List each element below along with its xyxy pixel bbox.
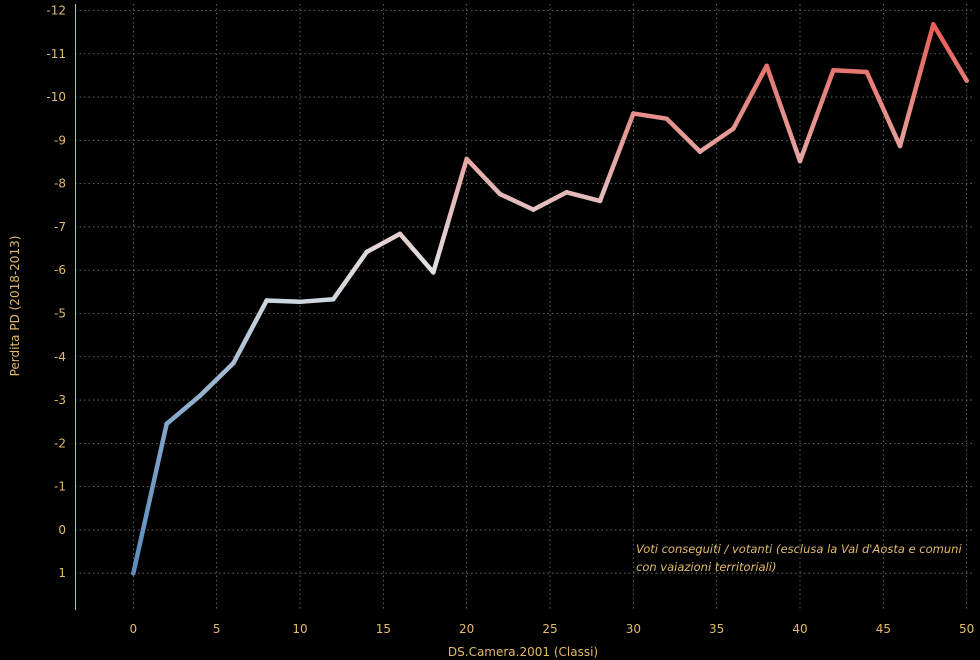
- line-segment: [331, 249, 369, 302]
- y-tick-label: 0: [58, 523, 66, 537]
- line-segment: [864, 69, 903, 149]
- line-segment: [297, 296, 336, 305]
- series-layer: [131, 22, 969, 576]
- line-segment: [664, 116, 703, 154]
- line-segment: [264, 298, 303, 305]
- data-point: [831, 67, 836, 73]
- y-tick-label: -8: [54, 177, 66, 191]
- x-tick-label: 5: [213, 622, 221, 636]
- line-segment: [631, 111, 669, 121]
- data-point: [331, 296, 336, 302]
- series-line: [131, 22, 969, 576]
- x-axis-title: DS.Camera.2001 (Classi): [448, 645, 598, 659]
- data-point: [364, 249, 369, 255]
- data-point: [531, 207, 536, 212]
- y-tick-label: 1: [58, 566, 66, 580]
- line-segment: [831, 67, 869, 75]
- data-point: [697, 149, 703, 154]
- line-segment: [797, 67, 836, 164]
- data-point: [164, 421, 169, 427]
- line-segment: [397, 231, 436, 275]
- x-tick-label: 15: [376, 622, 391, 636]
- line-segment: [231, 298, 269, 366]
- data-point: [931, 22, 936, 27]
- line-segment: [697, 126, 736, 154]
- annotation-line-2: con vaiazioni territoriali): [636, 560, 776, 574]
- x-tick-label: 25: [542, 622, 557, 636]
- data-point: [397, 231, 403, 237]
- data-point: [497, 191, 503, 197]
- x-tick-label: 0: [130, 622, 138, 636]
- x-tick-label: 20: [459, 622, 474, 636]
- y-tick-label: -10: [46, 90, 66, 104]
- y-tick-label: -4: [54, 350, 66, 364]
- data-point: [864, 69, 869, 75]
- line-segment: [164, 393, 203, 427]
- line-segment: [131, 421, 169, 576]
- x-tick-label: 10: [292, 622, 307, 636]
- x-tick-label: 40: [792, 622, 807, 636]
- y-axis-title: Perdita PD (2018-2013): [8, 236, 22, 377]
- y-tick-label: -9: [54, 133, 66, 147]
- data-point: [764, 63, 769, 69]
- line-segment: [897, 22, 936, 149]
- data-point: [631, 111, 636, 116]
- data-point: [964, 78, 969, 83]
- line-segment: [197, 361, 236, 398]
- data-point: [231, 361, 236, 366]
- y-tick-label: -7: [54, 220, 66, 234]
- data-point: [297, 299, 303, 305]
- line-segment: [497, 191, 536, 212]
- data-point: [131, 570, 136, 576]
- line-segment: [597, 111, 636, 204]
- x-tick-label: 50: [959, 622, 974, 636]
- x-tick-label: 35: [709, 622, 724, 636]
- data-point: [597, 198, 603, 204]
- line-segment: [764, 63, 803, 164]
- line-segment: [931, 22, 969, 83]
- data-point: [264, 298, 269, 303]
- y-axis-ticks: 1 0 -1 -2 -3 -4 -5 -6 -7 -8 -9 -10 -11 -12: [46, 3, 66, 580]
- data-point: [731, 126, 736, 131]
- y-tick-label: -12: [46, 3, 66, 17]
- y-tick-label: -3: [54, 393, 66, 407]
- line-segment: [464, 156, 503, 197]
- y-tick-label: -2: [54, 436, 66, 450]
- grid: [75, 4, 975, 610]
- line-segment: [731, 63, 769, 131]
- data-point: [897, 143, 903, 149]
- x-tick-label: 30: [626, 622, 641, 636]
- line-segment: [431, 156, 469, 275]
- line-segment: [531, 190, 569, 212]
- y-tick-label: -6: [54, 263, 66, 277]
- x-axis-ticks: 0 5 10 15 20 25 30 35 40 45 50: [130, 622, 975, 636]
- data-point: [197, 393, 203, 398]
- annotation-line-1: Voti conseguiti / votanti (esclusa la Va…: [636, 542, 962, 556]
- data-point: [564, 190, 569, 195]
- line-segment: [364, 231, 403, 255]
- line-segment: [564, 190, 603, 204]
- y-tick-label: -11: [46, 47, 66, 61]
- x-tick-label: 45: [876, 622, 891, 636]
- data-point: [797, 158, 803, 164]
- y-tick-label: -1: [54, 480, 66, 494]
- y-tick-label: -5: [54, 306, 66, 320]
- data-point: [464, 156, 469, 162]
- data-point: [431, 270, 436, 275]
- data-point: [664, 116, 669, 121]
